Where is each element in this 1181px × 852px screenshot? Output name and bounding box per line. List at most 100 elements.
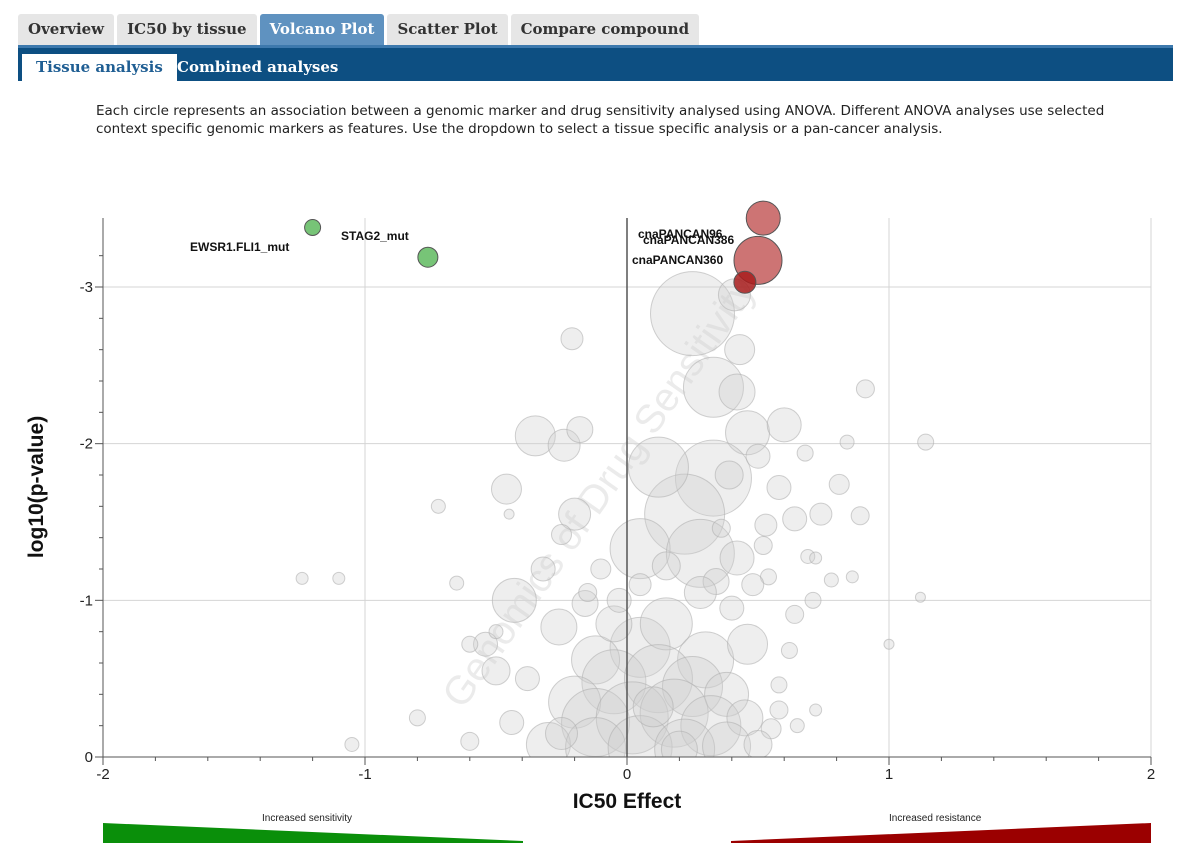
data-point — [514, 415, 556, 457]
subtab-bar: Tissue analysis Combined analyses — [18, 45, 1173, 81]
data-point — [914, 591, 926, 603]
data-point — [547, 428, 581, 462]
data-point — [883, 638, 895, 650]
data-point — [674, 439, 752, 517]
x-tick-label: -2 — [96, 766, 109, 783]
data-point — [566, 416, 594, 444]
subtab-combined-analyses[interactable]: Combined analyses — [177, 58, 339, 76]
data-point — [295, 571, 309, 585]
data-point — [644, 473, 726, 555]
subtab-tissue-analysis[interactable]: Tissue analysis — [22, 54, 177, 81]
data-point — [839, 434, 855, 450]
data-point — [782, 506, 808, 532]
tab-overview[interactable]: Overview — [18, 14, 115, 45]
data-point — [809, 703, 823, 717]
axes: -2 -1 0 1 2 0 -1 -2 -3 — [80, 218, 1155, 783]
description-line-2: context specific genomic markers as feat… — [96, 121, 943, 137]
highlighted-point — [733, 270, 757, 294]
data-point — [711, 518, 731, 538]
data-point — [578, 583, 598, 602]
data-point — [650, 271, 735, 357]
data-point — [332, 571, 346, 585]
tab-ic50-by-tissue[interactable]: IC50 by tissue — [117, 14, 257, 45]
data-point — [430, 498, 446, 514]
data-point — [627, 436, 689, 498]
description-line-1: Each circle represents an association be… — [96, 103, 1105, 119]
data-point — [651, 551, 681, 581]
point-label: cnaPANCAN386 — [643, 233, 734, 247]
data-point — [545, 717, 578, 750]
y-tick-label: -3 — [80, 279, 93, 296]
data-point — [780, 641, 798, 659]
data-point — [702, 721, 752, 757]
data-point — [473, 631, 499, 657]
data-point — [754, 513, 778, 537]
data-point — [503, 508, 515, 520]
x-tick-label: 0 — [623, 766, 631, 783]
data-point — [590, 558, 612, 580]
data-point — [785, 604, 805, 624]
description: Each circle represents an association be… — [96, 102, 1126, 138]
data-point — [743, 729, 773, 757]
y-tick-label: 0 — [85, 749, 93, 766]
data-point — [724, 334, 756, 366]
tab-volcano-plot[interactable]: Volcano Plot — [259, 14, 385, 45]
data-point — [491, 577, 537, 623]
tab-compare-compound[interactable]: Compare compound — [510, 14, 700, 45]
data-point — [628, 573, 652, 597]
data-point — [850, 506, 870, 526]
data-point — [609, 518, 671, 580]
sensitivity-gradient — [103, 823, 523, 843]
resistance-label: Increased resistance — [889, 813, 982, 824]
data-point — [714, 460, 744, 490]
data-point — [558, 497, 592, 531]
highlighted-point — [417, 246, 439, 268]
data-point — [540, 608, 578, 646]
data-point — [741, 573, 765, 597]
data-point — [551, 524, 572, 546]
point-label: cnaPANCAN360 — [632, 253, 723, 267]
data-point — [845, 570, 859, 584]
highlighted-points — [304, 200, 783, 294]
y-tick-label: -2 — [80, 436, 93, 453]
data-point — [490, 473, 522, 505]
data-point — [571, 589, 599, 617]
data-point — [560, 327, 584, 351]
highlighted-point — [745, 200, 781, 236]
data-point — [607, 715, 673, 757]
data-point — [680, 695, 742, 757]
data-point — [718, 373, 756, 411]
data-point — [606, 587, 632, 613]
data-point — [595, 605, 633, 643]
highlighted-point — [304, 218, 322, 236]
x-axis-label: IC50 Effect — [573, 790, 682, 813]
data-point — [804, 591, 822, 609]
data-point — [530, 556, 556, 582]
data-point — [769, 700, 789, 720]
point-label: EWSR1.FLI1_mut — [190, 240, 289, 254]
y-axis-label: log10(p-value) — [25, 416, 48, 558]
data-point — [514, 666, 540, 692]
data-point — [789, 718, 805, 734]
point-label: cnaPANCAN96 — [638, 227, 723, 241]
data-point — [609, 616, 671, 678]
data-point — [461, 635, 479, 653]
tab-scatter-plot[interactable]: Scatter Plot — [387, 14, 508, 45]
data-point — [766, 407, 802, 443]
tab-bar: Overview IC50 by tissue Volcano Plot Sca… — [18, 14, 702, 45]
data-point — [753, 536, 773, 555]
data-point — [770, 676, 788, 694]
data-point — [449, 575, 465, 591]
data-point — [662, 656, 723, 717]
data-point — [682, 356, 744, 418]
data-point — [809, 551, 823, 565]
data-point — [654, 718, 716, 757]
data-point — [719, 595, 745, 621]
data-point — [639, 597, 693, 651]
data-point — [719, 540, 755, 576]
data-point — [823, 572, 839, 588]
data-point — [565, 717, 627, 757]
data-point — [917, 433, 935, 451]
